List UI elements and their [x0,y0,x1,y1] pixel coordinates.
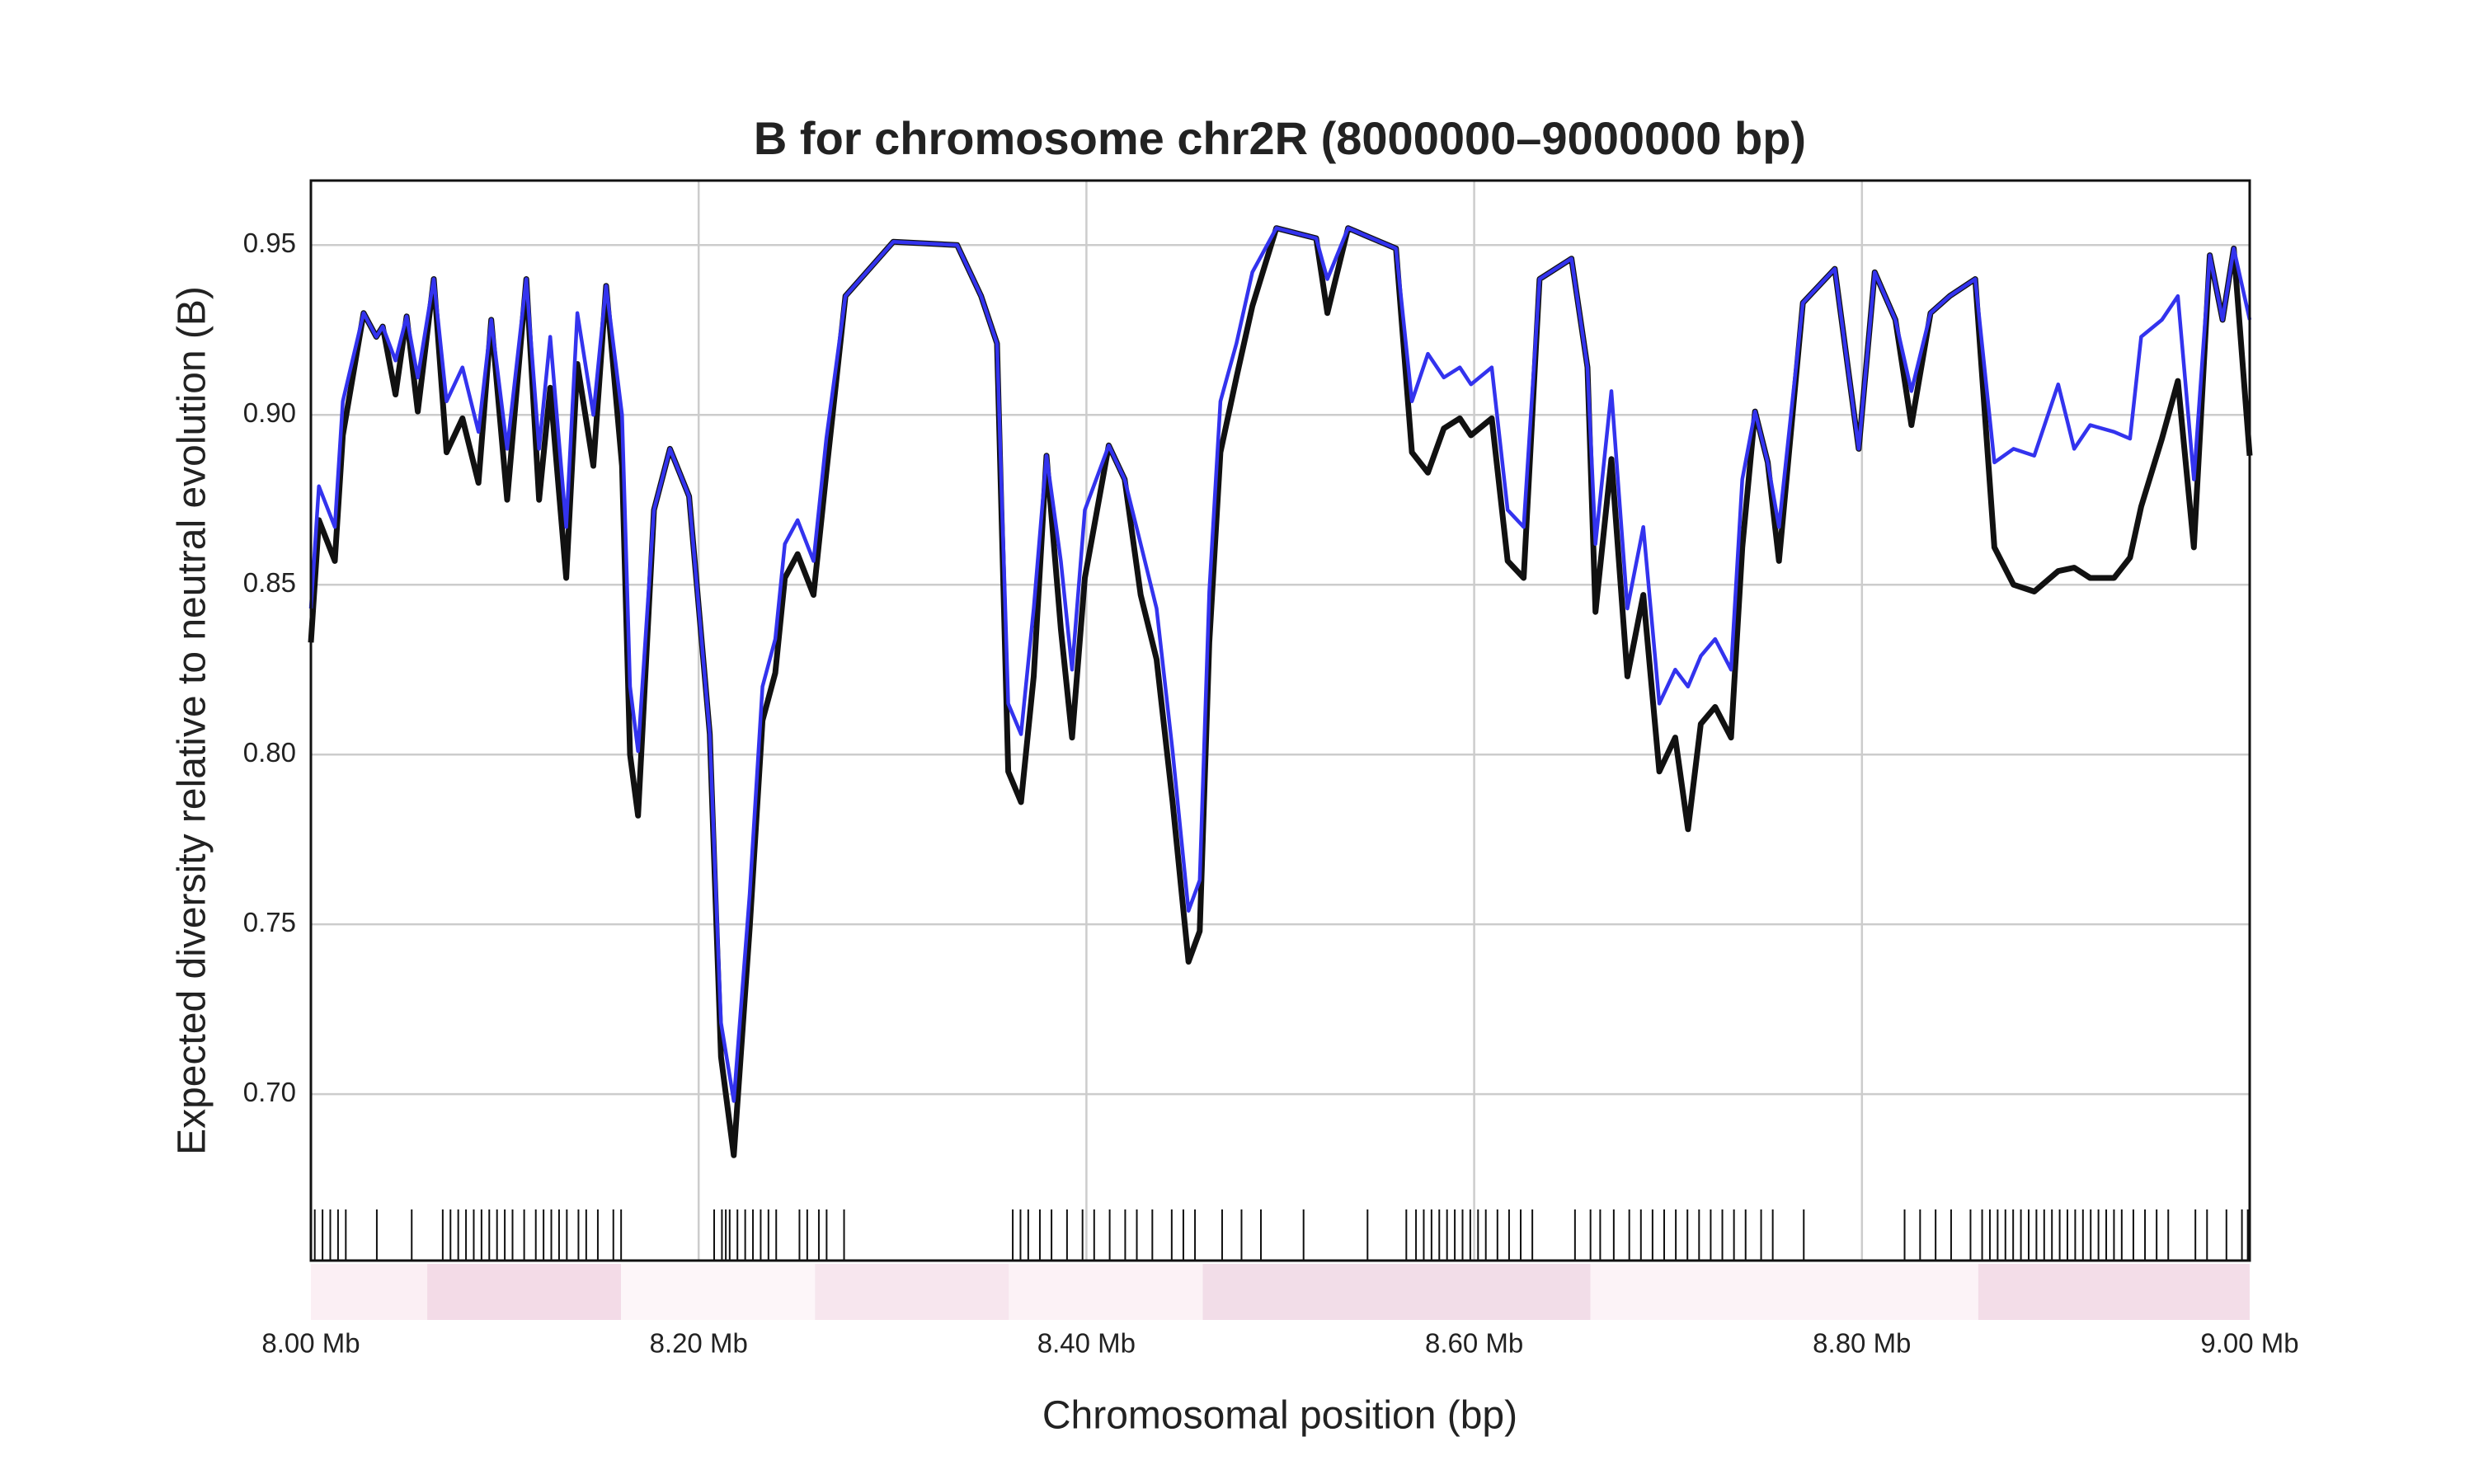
series-line [308,225,2253,1158]
y-tick-label: 0.75 [243,907,296,937]
x-tick-label: 8.20 Mb [650,1328,748,1359]
x-tick-label: 8.40 Mb [1037,1328,1136,1359]
plot-frame [309,179,2251,1262]
heat-segment [311,1264,428,1320]
heat-segment [427,1264,622,1320]
x-tick-label: 8.80 Mb [1813,1328,1911,1359]
heat-segment [1978,1264,2250,1320]
heat-segment [1009,1264,1203,1320]
heat-segment [1202,1264,1591,1320]
chart-title: B for chromosome chr2R (8000000–9000000 … [754,112,1806,164]
heat-segment [1590,1264,1978,1320]
y-tick-label: 0.70 [243,1077,296,1107]
y-tick-label: 0.95 [243,228,296,258]
x-tick-label: 8.00 Mb [261,1328,360,1359]
y-tick-label: 0.85 [243,567,296,598]
heat-segment [621,1264,816,1320]
x-axis-label: Chromosomal position (bp) [1042,1394,1517,1438]
heat-segment [815,1264,1009,1320]
x-tick-label: 9.00 Mb [2200,1328,2298,1359]
y-tick-label: 0.80 [243,737,296,768]
y-axis-label: Expected diversity relative to neutral e… [171,286,214,1155]
series-line [308,226,2252,1103]
x-tick-label: 8.60 Mb [1425,1328,1523,1359]
y-tick-label: 0.90 [243,397,296,428]
